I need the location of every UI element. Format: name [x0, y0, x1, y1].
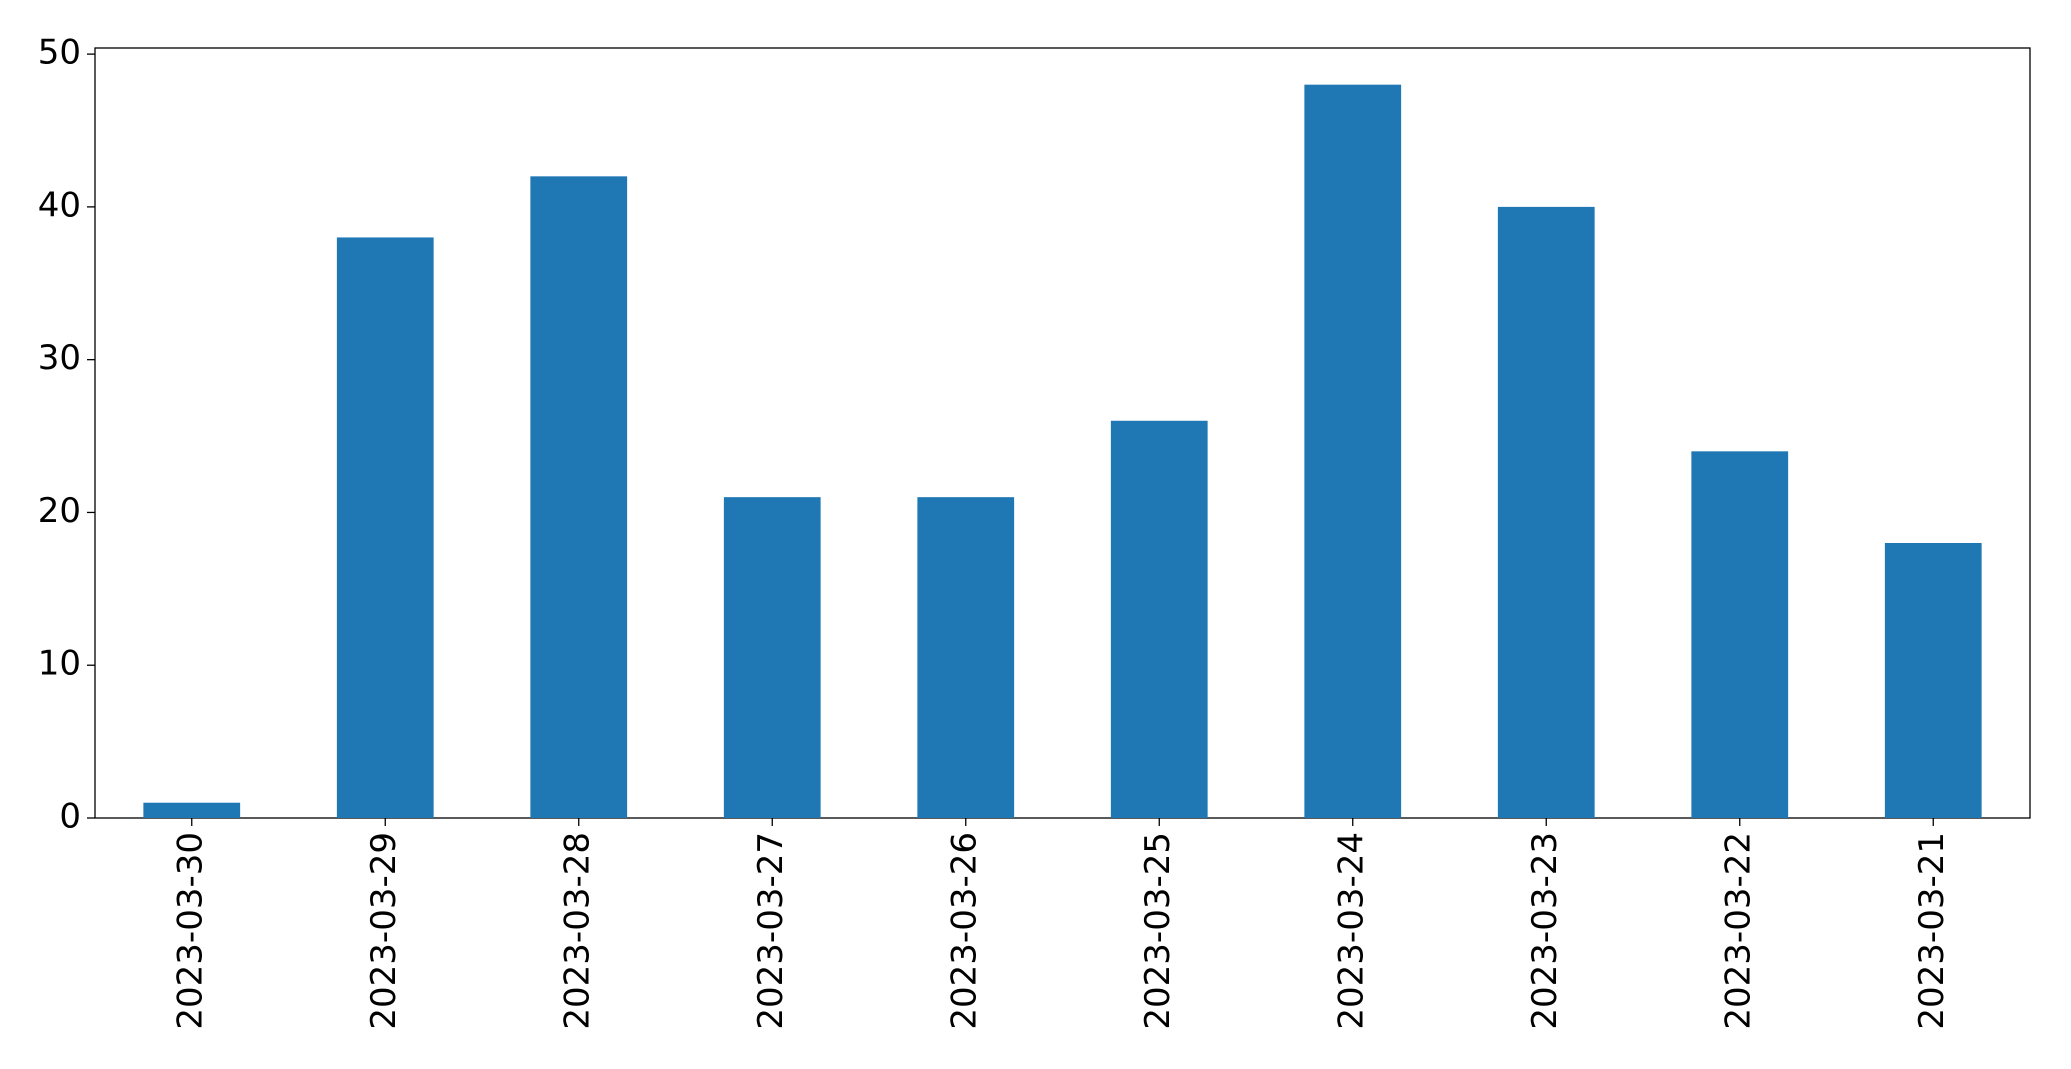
x-tick-label: 2023-03-26: [944, 832, 984, 1030]
y-tick-label: 20: [38, 491, 81, 531]
x-tick-label: 2023-03-24: [1331, 832, 1371, 1030]
x-tick-label: 2023-03-28: [557, 832, 597, 1030]
y-tick-label: 50: [38, 33, 81, 73]
x-tick-label: 2023-03-25: [1138, 832, 1178, 1030]
bar: [723, 497, 821, 818]
bar: [530, 176, 628, 819]
y-tick-label: 0: [59, 797, 81, 837]
y-tick-label: 10: [38, 644, 81, 684]
plot-frame: [94, 47, 2031, 819]
y-tick-label: 40: [38, 185, 81, 225]
bar: [917, 497, 1015, 818]
bar: [1110, 420, 1208, 818]
x-tick-label: 2023-03-22: [1718, 832, 1758, 1030]
bar: [143, 802, 241, 818]
y-tick-label: 30: [38, 338, 81, 378]
x-tick-label: 2023-03-30: [170, 832, 210, 1030]
x-tick-label: 2023-03-23: [1525, 832, 1565, 1030]
bar: [1691, 451, 1789, 818]
bar: [336, 237, 434, 818]
bar: [1304, 84, 1402, 818]
bar: [1884, 543, 1982, 818]
x-tick-label: 2023-03-27: [751, 832, 791, 1030]
bar: [1497, 206, 1595, 818]
x-tick-label: 2023-03-29: [364, 832, 404, 1030]
x-tick-label: 2023-03-21: [1912, 832, 1952, 1030]
